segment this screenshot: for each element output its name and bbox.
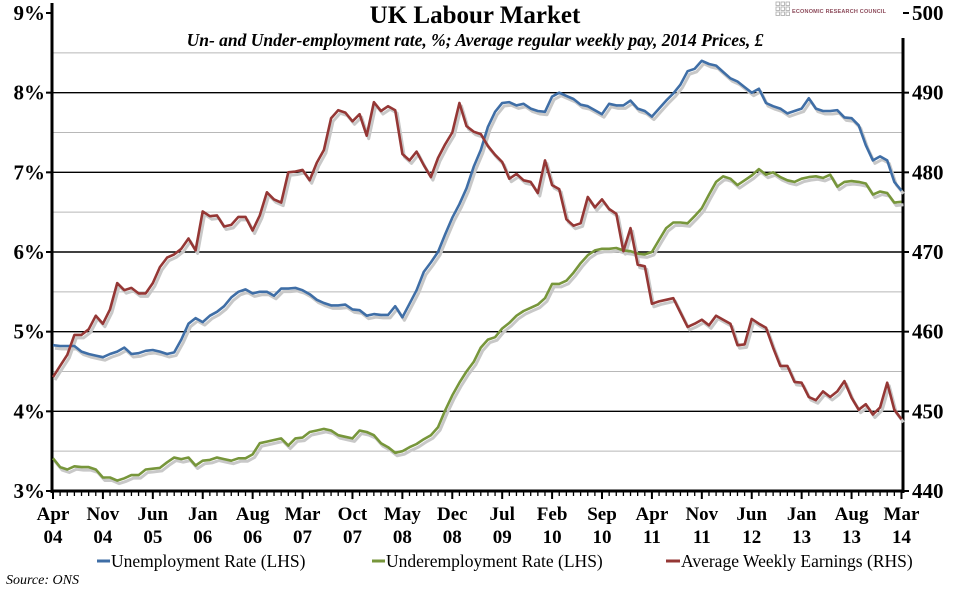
x-tick-label-month: Jun <box>137 504 168 525</box>
logo-square <box>785 1 790 6</box>
x-tick-label-month: Nov <box>87 504 120 525</box>
x-tick-label-year: 10 <box>593 527 612 548</box>
right-axis-tick-label: 480 <box>912 160 944 184</box>
x-tick-label-month: Jan <box>188 504 218 525</box>
x-tick-label-month: Sep <box>587 504 617 525</box>
legend-label-unemployment: Unemployment Rate (LHS) <box>111 551 306 571</box>
x-tick-label-month: May <box>384 504 421 525</box>
right-axis-tick-label: 490 <box>912 81 944 105</box>
x-tick-label-year: 08 <box>393 527 412 548</box>
chart-title: UK Labour Market <box>370 2 581 29</box>
left-axis-tick-label: 9% <box>14 1 46 25</box>
chart-subtitle: Un- and Under-employment rate, %; Averag… <box>187 30 764 50</box>
logo-squares-icon <box>775 1 790 16</box>
logo-square <box>780 11 785 16</box>
x-tick-label-month: Feb <box>537 504 568 525</box>
x-tick-label-month: Oct <box>338 504 368 525</box>
left-axis-tick-label: 7% <box>14 160 46 184</box>
x-tick-label-month: Aug <box>835 504 869 525</box>
right-axis-tick-label: 470 <box>912 240 944 264</box>
logo-square <box>780 1 785 6</box>
legend: Unemployment Rate (LHS) Underemployment … <box>97 551 913 571</box>
x-tick-label-month: Jul <box>490 504 515 525</box>
x-tick-label-year: 04 <box>44 527 64 548</box>
x-tick-label-year: 07 <box>293 527 313 548</box>
x-tick-label-month: Mar <box>884 504 920 525</box>
x-tick-label-month: Jun <box>736 504 767 525</box>
legend-label-underemployment: Underemployment Rate (LHS) <box>386 551 603 571</box>
series-line-underemployment <box>51 167 902 482</box>
tick-labels: 3%4%5%6%7%8%9%440450460470480490500Apr04… <box>14 1 944 548</box>
x-tick-label-year: 09 <box>493 527 512 548</box>
x-tick-label-month: Nov <box>685 504 718 525</box>
x-tick-label-year: 13 <box>792 527 811 548</box>
x-tick-label-month: Dec <box>437 504 468 525</box>
logo-square <box>775 1 780 6</box>
x-tick-label-month: Mar <box>285 504 321 525</box>
axes <box>46 3 909 499</box>
series-line-unemployment <box>52 59 903 359</box>
left-axis-tick-label: 3% <box>14 479 46 503</box>
x-tick-label-year: 07 <box>343 527 363 548</box>
x-tick-label-year: 06 <box>193 527 212 548</box>
logo-text: ECONOMIC RESEARCH COUNCIL <box>792 9 887 15</box>
logo-square <box>785 11 790 16</box>
x-tick-label-year: 14 <box>892 527 912 548</box>
x-tick-label-year: 13 <box>842 527 861 548</box>
x-tick-label-year: 05 <box>143 527 162 548</box>
logo-square <box>780 6 785 11</box>
series-shadow <box>53 170 904 486</box>
legend-item-earnings: Average Weekly Earnings (RHS) <box>666 551 913 571</box>
logo-square <box>775 11 780 16</box>
x-tick-label-year: 11 <box>693 527 711 548</box>
left-axis-tick-label: 6% <box>14 240 46 264</box>
x-tick-label-year: 10 <box>543 527 562 548</box>
right-axis-tick-label: 500 <box>912 1 944 25</box>
left-axis-tick-label: 4% <box>14 399 46 423</box>
left-axis-tick-label: 5% <box>14 320 46 344</box>
x-tick-label-month: Jan <box>787 504 817 525</box>
source-note: Source: ONS <box>6 573 79 588</box>
x-tick-label-year: 11 <box>643 527 661 548</box>
x-tick-label-year: 12 <box>742 527 761 548</box>
x-tick-label-year: 06 <box>243 527 262 548</box>
right-axis-tick-label: 440 <box>912 479 944 503</box>
erc-logo: ECONOMIC RESEARCH COUNCIL <box>775 1 887 16</box>
x-tick-label-year: 08 <box>443 527 462 548</box>
left-axis-tick-label: 8% <box>14 81 46 105</box>
logo-square <box>785 6 790 11</box>
series-lines <box>51 59 905 486</box>
legend-item-underemployment: Underemployment Rate (LHS) <box>372 551 603 571</box>
x-tick-label-year: 04 <box>93 527 113 548</box>
right-axis-tick-label: 460 <box>912 320 944 344</box>
legend-label-earnings: Average Weekly Earnings (RHS) <box>681 551 913 571</box>
series-line-earnings <box>51 100 903 421</box>
x-tick-label-month: Aug <box>236 504 270 525</box>
logo-square <box>775 6 780 11</box>
gridlines <box>52 52 903 452</box>
legend-item-unemployment: Unemployment Rate (LHS) <box>97 551 306 571</box>
series-shadow <box>53 103 905 424</box>
x-tick-label-month: Apr <box>37 504 70 525</box>
x-tick-label-month: Apr <box>636 504 669 525</box>
right-axis-tick-label: 450 <box>912 399 944 423</box>
